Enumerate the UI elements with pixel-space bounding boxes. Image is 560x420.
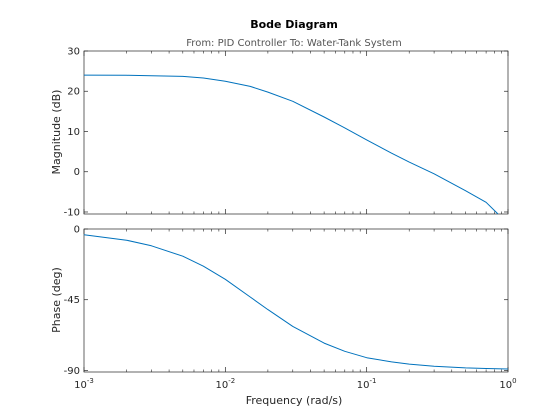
phase-axis-label: Phase (deg) — [50, 267, 63, 333]
y-tick-label: -10 — [64, 207, 80, 218]
phase-panel: -90 -45 0 10-3 10-2 10-1 100 — [64, 225, 517, 392]
x-tick-label: 10-2 — [215, 377, 235, 391]
y-tick-label: 20 — [67, 87, 80, 98]
magnitude-panel: -10 0 10 20 30 — [64, 47, 509, 218]
x-tick-label: 10-3 — [74, 377, 94, 391]
chart-subtitle: From: PID Controller To: Water-Tank Syst… — [186, 38, 401, 49]
y-tick-label: 10 — [67, 127, 80, 138]
plot-frame — [83, 228, 509, 373]
plot-frame — [83, 50, 509, 215]
y-tick-label: 0 — [74, 167, 80, 178]
x-tick-label: 10-1 — [357, 377, 377, 391]
y-tick-label: 0 — [74, 225, 80, 236]
y-tick-label: -90 — [64, 366, 80, 377]
x-tick-label: 100 — [499, 377, 516, 391]
y-tick-label: 30 — [67, 47, 80, 58]
chart-title: Bode Diagram — [250, 18, 338, 31]
series-line — [83, 234, 509, 370]
y-tick-label: -45 — [64, 295, 80, 306]
x-axis-label: Frequency (rad/s) — [246, 394, 343, 407]
magnitude-axis-label: Magnitude (dB) — [50, 90, 63, 175]
series-line — [83, 74, 499, 215]
